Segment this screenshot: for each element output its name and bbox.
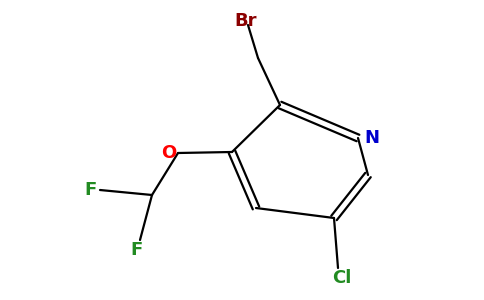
Text: Br: Br: [235, 12, 257, 30]
Text: F: F: [84, 181, 96, 199]
Text: Cl: Cl: [333, 269, 352, 287]
Text: N: N: [364, 129, 379, 147]
Text: F: F: [130, 241, 142, 259]
Text: O: O: [161, 144, 177, 162]
